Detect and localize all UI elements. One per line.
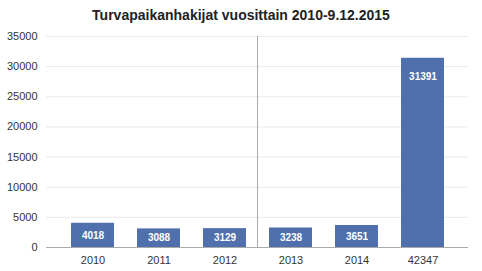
- svg-text:3129: 3129: [214, 232, 237, 243]
- svg-text:10000: 10000: [7, 181, 38, 193]
- html-text:Turvapaikanhakijat vuosittain: Turvapaikanhakijat vuosittain 2010-9.12.…: [92, 7, 390, 23]
- svg-text:42347: 42347: [408, 254, 439, 266]
- svg-text:2012: 2012: [213, 254, 237, 266]
- svg-text:35000: 35000: [7, 30, 38, 42]
- svg-text:3088: 3088: [148, 232, 171, 243]
- svg-text:2010: 2010: [81, 254, 105, 266]
- svg-text:15000: 15000: [7, 151, 38, 163]
- svg-text:4018: 4018: [82, 230, 105, 241]
- svg-text:5000: 5000: [13, 211, 37, 223]
- svg-text:3651: 3651: [346, 231, 369, 242]
- svg-text:2013: 2013: [279, 254, 303, 266]
- svg-text:2011: 2011: [147, 254, 171, 266]
- svg-text:31391: 31391: [409, 71, 437, 82]
- svg-text:30000: 30000: [7, 60, 38, 72]
- svg-text:0: 0: [31, 241, 37, 253]
- svg-text:2014: 2014: [345, 254, 369, 266]
- svg-text:20000: 20000: [7, 120, 38, 132]
- svg-text:3238: 3238: [280, 232, 303, 243]
- svg-text:25000: 25000: [7, 90, 38, 102]
